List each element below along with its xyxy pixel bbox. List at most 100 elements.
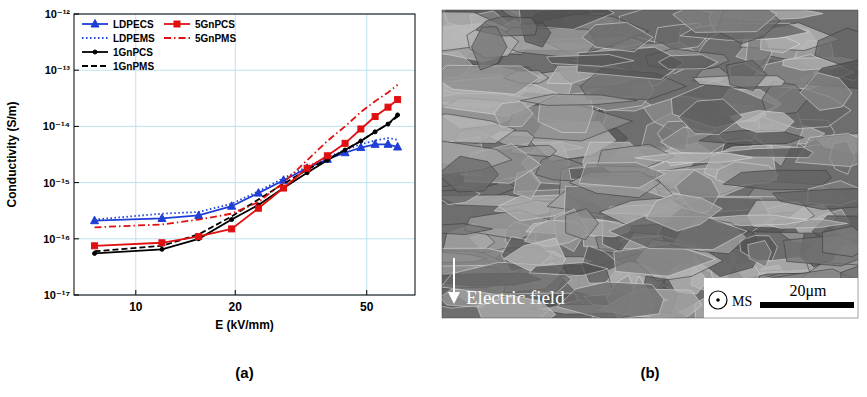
texture xyxy=(547,55,634,67)
x-axis-title: E (kV/mm) xyxy=(215,318,274,332)
data-point xyxy=(394,142,402,150)
series-line xyxy=(95,100,398,246)
texture xyxy=(659,55,718,70)
x-tick-label: 20 xyxy=(229,300,243,314)
texture xyxy=(566,209,599,240)
texture xyxy=(635,153,752,163)
texture xyxy=(472,27,507,70)
data-point xyxy=(342,140,348,146)
series-line xyxy=(95,85,398,228)
data-point xyxy=(281,185,287,191)
data-point xyxy=(230,218,234,222)
y-tick-label: 10⁻¹⁵ xyxy=(43,177,70,189)
y-tick-label: 10⁻¹⁶ xyxy=(43,233,70,245)
tick xyxy=(235,290,236,295)
texture xyxy=(800,73,852,111)
legend-marker xyxy=(91,20,99,28)
legend-marker xyxy=(174,21,180,27)
data-point xyxy=(160,247,164,251)
tick xyxy=(135,290,136,295)
field-arrow xyxy=(453,258,455,296)
texture xyxy=(442,156,499,192)
micrograph-frame xyxy=(442,10,858,318)
texture xyxy=(679,99,744,134)
data-point xyxy=(229,226,235,232)
grid-line xyxy=(74,238,415,239)
legend-label: LDPEMS xyxy=(113,33,155,44)
data-point xyxy=(158,214,166,222)
texture xyxy=(823,226,859,257)
y-tick-label: 10⁻¹⁴ xyxy=(43,120,70,132)
texture xyxy=(579,163,665,188)
data-point xyxy=(282,186,286,190)
data-point xyxy=(304,165,310,171)
tick xyxy=(74,182,79,183)
panel-label: (a) xyxy=(235,364,253,381)
data-point xyxy=(396,113,400,117)
legend-swatch xyxy=(82,37,108,39)
data-point xyxy=(255,205,261,211)
texture xyxy=(815,28,858,65)
texture xyxy=(521,94,638,105)
texture xyxy=(761,37,801,52)
panel-label: (b) xyxy=(640,364,659,381)
legend-swatch xyxy=(164,37,190,39)
series-line xyxy=(95,138,398,219)
x-tick-label: 10 xyxy=(129,300,143,314)
ms-symbol xyxy=(709,291,727,309)
legend-label: LDPECS xyxy=(113,19,154,30)
data-point xyxy=(384,140,392,148)
texture xyxy=(494,101,533,127)
x-tick-label: 50 xyxy=(360,300,374,314)
ms-label: MS xyxy=(732,294,752,309)
texture xyxy=(748,241,772,267)
scale-box xyxy=(704,278,858,318)
legend-label: 5GnPMS xyxy=(195,33,236,44)
texture xyxy=(673,10,777,32)
data-point xyxy=(372,114,378,120)
y-tick-label: 10⁻¹⁷ xyxy=(44,289,71,301)
plot-area xyxy=(74,14,415,295)
panel-a: 10205010⁻¹⁷10⁻¹⁶10⁻¹⁵10⁻¹⁴10⁻¹³10⁻¹²E (k… xyxy=(5,8,415,332)
scale-bar xyxy=(760,302,854,308)
data-point xyxy=(395,97,401,103)
grid-line xyxy=(74,182,415,183)
data-point xyxy=(303,164,311,172)
tick xyxy=(366,290,367,295)
scale-label: 20μm xyxy=(789,282,827,300)
texture xyxy=(773,188,859,209)
field-arrowhead xyxy=(448,292,460,304)
data-point xyxy=(159,240,165,246)
micrograph xyxy=(442,10,858,318)
texture xyxy=(726,60,767,90)
tick xyxy=(74,70,79,71)
texture xyxy=(582,22,653,52)
texture xyxy=(730,110,794,132)
legend-swatch xyxy=(82,65,108,67)
texture xyxy=(646,194,722,231)
data-point xyxy=(385,104,391,110)
texture xyxy=(442,224,492,235)
tick xyxy=(74,126,79,127)
data-point xyxy=(92,243,98,249)
y-tick-label: 10⁻¹² xyxy=(45,8,71,20)
plot-frame xyxy=(74,14,415,295)
data-group xyxy=(91,85,402,256)
legend-label: 1GnPMS xyxy=(113,61,154,72)
data-point xyxy=(91,216,99,224)
grid-line xyxy=(235,14,236,295)
texture xyxy=(442,65,540,94)
grid-line xyxy=(366,14,367,295)
tick xyxy=(74,238,79,239)
legend-marker xyxy=(93,50,97,54)
data-point xyxy=(324,153,330,159)
data-point xyxy=(196,233,202,239)
panel-b: Electric field MS 20μm xyxy=(380,0,867,333)
field-label: Electric field xyxy=(466,287,565,308)
legend: LDPECSLDPEMS1GnPCS1GnPMS5GnPCS5GnPMS xyxy=(82,19,236,72)
legend-label: 1GnPCS xyxy=(113,47,153,58)
ms-symbol-dot xyxy=(716,298,720,302)
texture xyxy=(530,263,609,276)
data-point xyxy=(358,126,364,132)
y-axis-title: Conductivity (S/m) xyxy=(5,101,19,207)
